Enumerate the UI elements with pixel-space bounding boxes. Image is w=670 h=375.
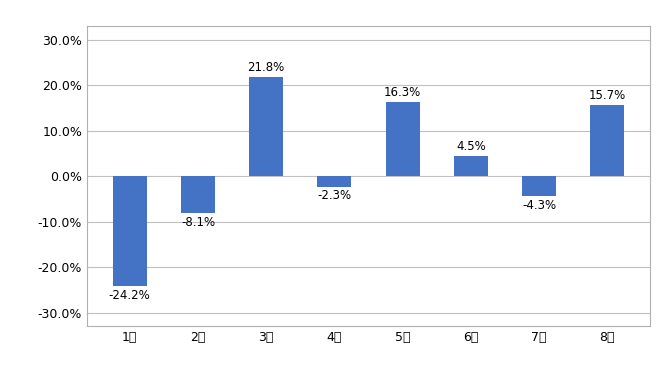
Text: 15.7%: 15.7% bbox=[589, 89, 626, 102]
Bar bbox=[318, 176, 352, 187]
Bar bbox=[590, 105, 624, 176]
Text: -2.3%: -2.3% bbox=[318, 189, 352, 202]
Text: 21.8%: 21.8% bbox=[247, 62, 285, 74]
Bar bbox=[249, 77, 283, 176]
Bar bbox=[385, 102, 419, 176]
Text: -4.3%: -4.3% bbox=[522, 198, 556, 211]
Bar bbox=[113, 176, 147, 286]
Text: 16.3%: 16.3% bbox=[384, 86, 421, 99]
Bar bbox=[454, 156, 488, 176]
Text: -8.1%: -8.1% bbox=[181, 216, 215, 229]
Bar bbox=[181, 176, 215, 213]
Text: -24.2%: -24.2% bbox=[109, 289, 151, 302]
Bar bbox=[522, 176, 556, 196]
Text: 4.5%: 4.5% bbox=[456, 140, 486, 153]
